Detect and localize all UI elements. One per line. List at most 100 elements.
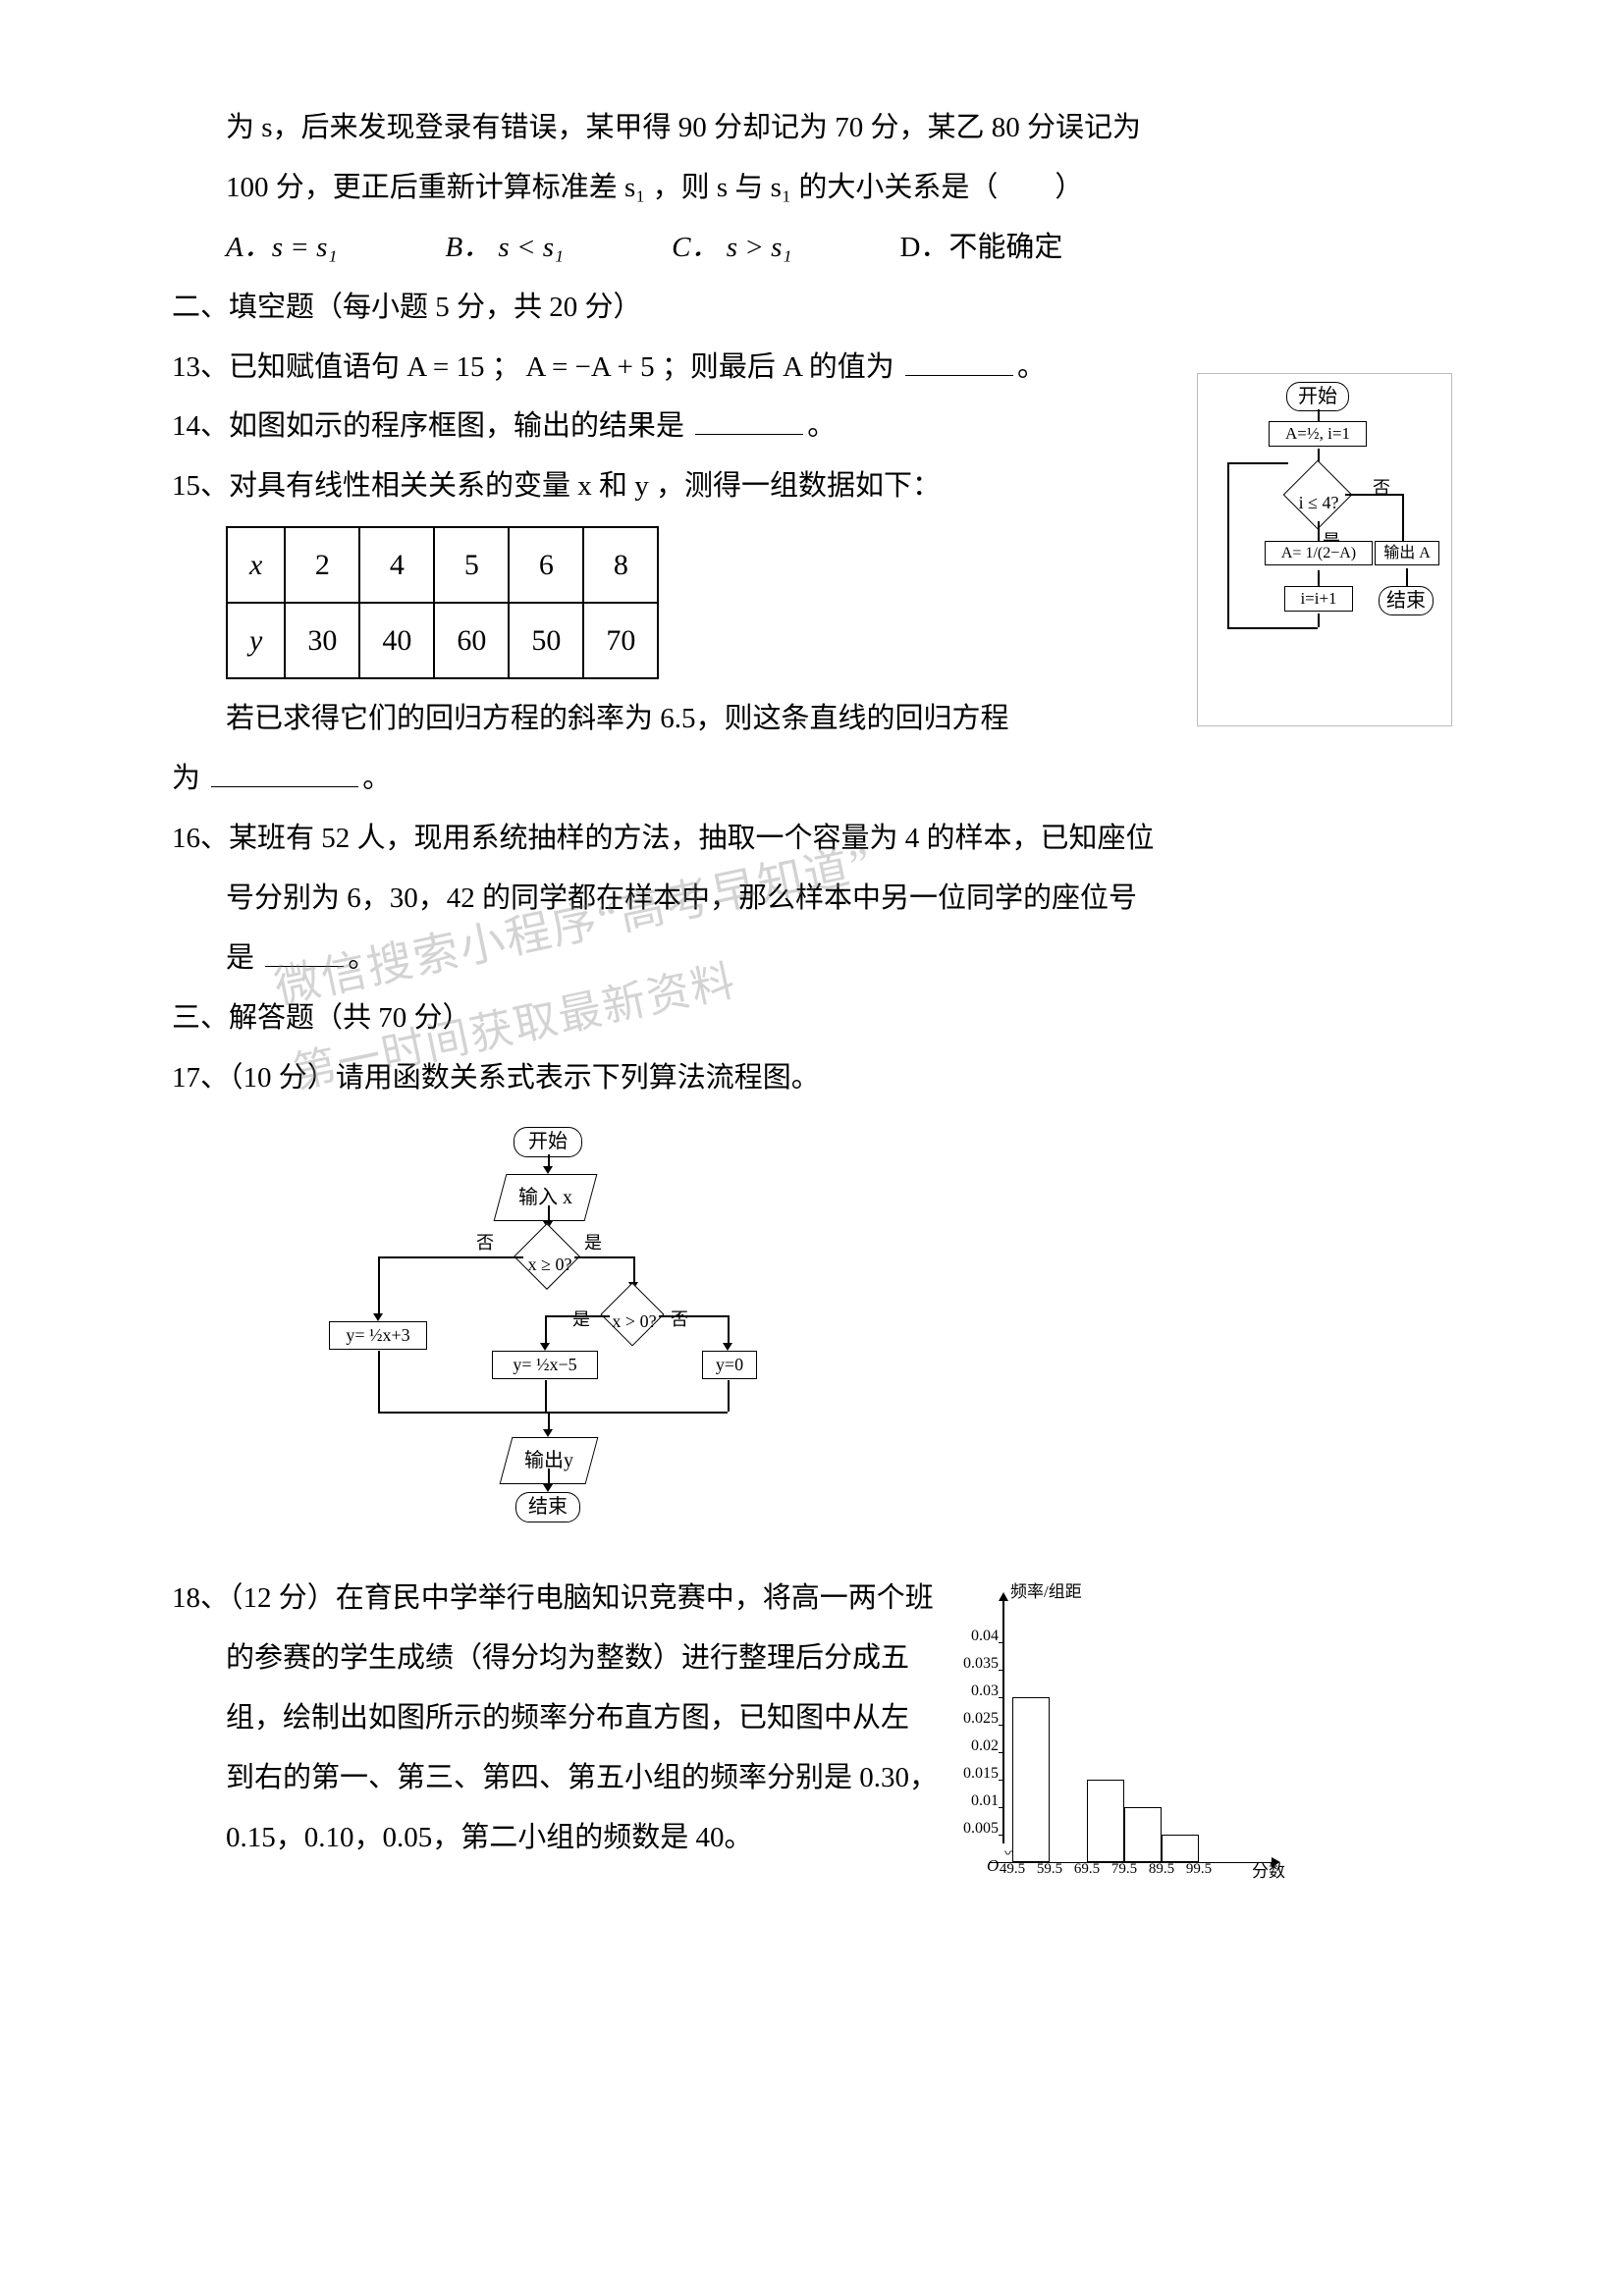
f17-input: 输入 x bbox=[494, 1174, 598, 1221]
q18-histogram: 频率/组距 O 〰 分数 0.0050.010.0150.020.0250.03… bbox=[942, 1578, 1285, 1893]
q17-flowchart: 开始 输入 x x ≥ 0? 否 是 y= ½x+3 x > 0? 是 否 y=… bbox=[290, 1127, 820, 1549]
q18-l2: 的参赛的学生成绩（得分均为整数）进行整理后分成五 bbox=[172, 1629, 938, 1688]
flow14-output: 输出 A bbox=[1375, 541, 1439, 565]
q18-wrap: 18、（12 分）在育民中学举行电脑知识竞赛中，将高一两个班 的参赛的学生成绩（… bbox=[172, 1569, 1452, 1867]
flow14-arrow4 bbox=[1318, 570, 1320, 586]
q18-text: 18、（12 分）在育民中学举行电脑知识竞赛中，将高一两个班 的参赛的学生成绩（… bbox=[172, 1569, 938, 1867]
q15-x0: 2 bbox=[285, 527, 359, 603]
q15-x3: 6 bbox=[509, 527, 583, 603]
flow14-line-h1 bbox=[1227, 627, 1318, 629]
f17-line bbox=[378, 1256, 380, 1315]
q16-l1: 16、某班有 52 人，现用系统抽样的方法，抽取一个容量为 4 的样本，已知座位 bbox=[172, 809, 1452, 869]
f17-line bbox=[659, 1315, 728, 1317]
q15-x2: 5 bbox=[434, 527, 509, 603]
f17-cond2-label: x > 0? bbox=[608, 1304, 661, 1341]
flow14-line-h2 bbox=[1227, 462, 1288, 464]
exam-page: 为 s，后来发现登录有错误，某甲得 90 分却记为 70 分，某乙 80 分误记… bbox=[0, 0, 1624, 1927]
hist-ytick: 0.04 bbox=[942, 1620, 999, 1653]
f17-line bbox=[574, 1256, 633, 1258]
hist-bar bbox=[1162, 1835, 1199, 1862]
flow14-step2: i=i+1 bbox=[1284, 586, 1353, 612]
q12-stem-line2: 100 分，更正后重新计算标准差 s₁ ，则 s 与 s₁ 的大小关系是（ ） bbox=[172, 158, 1452, 218]
f17-line bbox=[728, 1380, 730, 1412]
hist-ytick-mark bbox=[999, 1725, 1004, 1726]
q12-choice-d: D．不能确定 bbox=[899, 218, 1062, 278]
hist-ytick-mark bbox=[999, 1697, 1004, 1698]
q16-l2: 号分别为 6，30，42 的同学都在样本中，那么样本中另一位同学的座位号 bbox=[172, 869, 1452, 929]
q15-tail2: 为 bbox=[172, 763, 200, 794]
flow14-arrow5 bbox=[1318, 614, 1320, 627]
q15-y2: 60 bbox=[434, 603, 509, 678]
q16-l3: 是 bbox=[226, 942, 254, 974]
q15-table: x 2 4 5 6 8 y 30 40 60 50 70 bbox=[226, 526, 659, 679]
arrow-icon bbox=[373, 1313, 383, 1321]
hist-ytick-mark bbox=[999, 1835, 1004, 1836]
q16-l3-wrap: 是 。 bbox=[172, 929, 1452, 988]
section-3-title: 三、解答题（共 70 分） bbox=[172, 988, 1452, 1048]
f17-no2: 否 bbox=[671, 1302, 688, 1339]
hist-bar bbox=[1087, 1780, 1124, 1862]
f17-line bbox=[545, 1380, 547, 1412]
q14-stem: 14、如图如示的程序框图，输出的结果是 bbox=[172, 410, 684, 442]
q15-blank bbox=[211, 759, 358, 787]
q15-y0: 30 bbox=[285, 603, 359, 678]
f17-line bbox=[378, 1351, 380, 1412]
hist-ytick-mark bbox=[999, 1752, 1004, 1753]
f17-left: y= ½x+3 bbox=[329, 1321, 427, 1350]
section-2-title: 二、填空题（每小题 5 分，共 20 分） bbox=[172, 278, 1452, 338]
flow14-init: A=½, i=1 bbox=[1269, 421, 1367, 447]
f17-cond1-label: x ≥ 0? bbox=[523, 1247, 576, 1284]
f17-line bbox=[545, 1315, 547, 1345]
q13-stem: 13、已知赋值语句 A = 15 ； A = −A + 5 ；则最后 A 的值为 bbox=[172, 351, 894, 383]
arrow-icon bbox=[540, 1343, 550, 1351]
f17-line bbox=[378, 1256, 523, 1258]
q18-l3: 组，绘制出如图所示的频率分布直方图，已知图中从左 bbox=[172, 1688, 938, 1748]
hist-xlabel: 分数 bbox=[1252, 1854, 1285, 1890]
f17-input-label: 输入 x bbox=[518, 1177, 572, 1218]
flow14-step1: A= 1/(2−A) bbox=[1265, 541, 1373, 565]
q15-tail2-wrap: 为 。 bbox=[172, 749, 1452, 809]
q15-y3: 50 bbox=[509, 603, 583, 678]
q17: 17、（10 分）请用函数关系式表示下列算法流程图。 bbox=[172, 1048, 1452, 1108]
f17-start: 开始 bbox=[514, 1127, 582, 1157]
hist-bar bbox=[1012, 1697, 1050, 1862]
f17-line bbox=[545, 1315, 610, 1317]
hist-bar bbox=[1124, 1807, 1162, 1862]
f17-yes2: 是 bbox=[572, 1302, 590, 1339]
flow14-start: 开始 bbox=[1286, 382, 1349, 411]
f17-right: y=0 bbox=[702, 1351, 757, 1379]
f17-line bbox=[633, 1256, 635, 1284]
f17-mid: y= ½x−5 bbox=[492, 1351, 598, 1379]
q15-y4: 70 bbox=[583, 603, 658, 678]
q12-choice-c: C． s > s₁ bbox=[672, 218, 791, 278]
flow14-line-v2 bbox=[1402, 494, 1404, 541]
table-row: y 30 40 60 50 70 bbox=[227, 603, 658, 678]
q15-y1: 40 bbox=[359, 603, 434, 678]
flow14-cond-label: i ≤ 4? bbox=[1294, 485, 1343, 522]
flow14-line-v1 bbox=[1227, 462, 1229, 627]
f17-line bbox=[378, 1412, 728, 1414]
flow14-line-h3 bbox=[1345, 494, 1402, 496]
q13-blank bbox=[905, 347, 1013, 376]
hist-ylabel: 频率/组距 bbox=[1010, 1575, 1082, 1610]
q15-rowhead-x: x bbox=[227, 527, 285, 603]
flow14-arrow6 bbox=[1406, 568, 1408, 586]
q18-l4: 到右的第一、第三、第四、第五小组的频率分别是 0.30， bbox=[172, 1748, 938, 1808]
flow14-arrow3 bbox=[1318, 521, 1320, 541]
f17-line bbox=[728, 1315, 730, 1345]
flow14-arrow bbox=[1318, 409, 1320, 421]
arrow-icon bbox=[543, 1484, 553, 1492]
flow14-end: 结束 bbox=[1379, 586, 1434, 615]
q15-rowhead-y: y bbox=[227, 603, 285, 678]
f17-line bbox=[548, 1412, 550, 1431]
q12-choices: A．s = s₁ B． s < s₁ C． s > s₁ D．不能确定 bbox=[172, 218, 1452, 278]
hist-ytick-mark bbox=[999, 1780, 1004, 1781]
hist-ytick-mark bbox=[999, 1642, 1004, 1643]
q12-stem-line1: 为 s，后来发现登录有错误，某甲得 90 分却记为 70 分，某乙 80 分误记… bbox=[172, 98, 1452, 158]
q15-x4: 8 bbox=[583, 527, 658, 603]
q16-blank bbox=[265, 938, 344, 967]
q12-choice-a: A．s = s₁ bbox=[226, 218, 337, 278]
flow14-no: 否 bbox=[1373, 470, 1390, 507]
q14-blank bbox=[695, 406, 803, 435]
table-row: x 2 4 5 6 8 bbox=[227, 527, 658, 603]
